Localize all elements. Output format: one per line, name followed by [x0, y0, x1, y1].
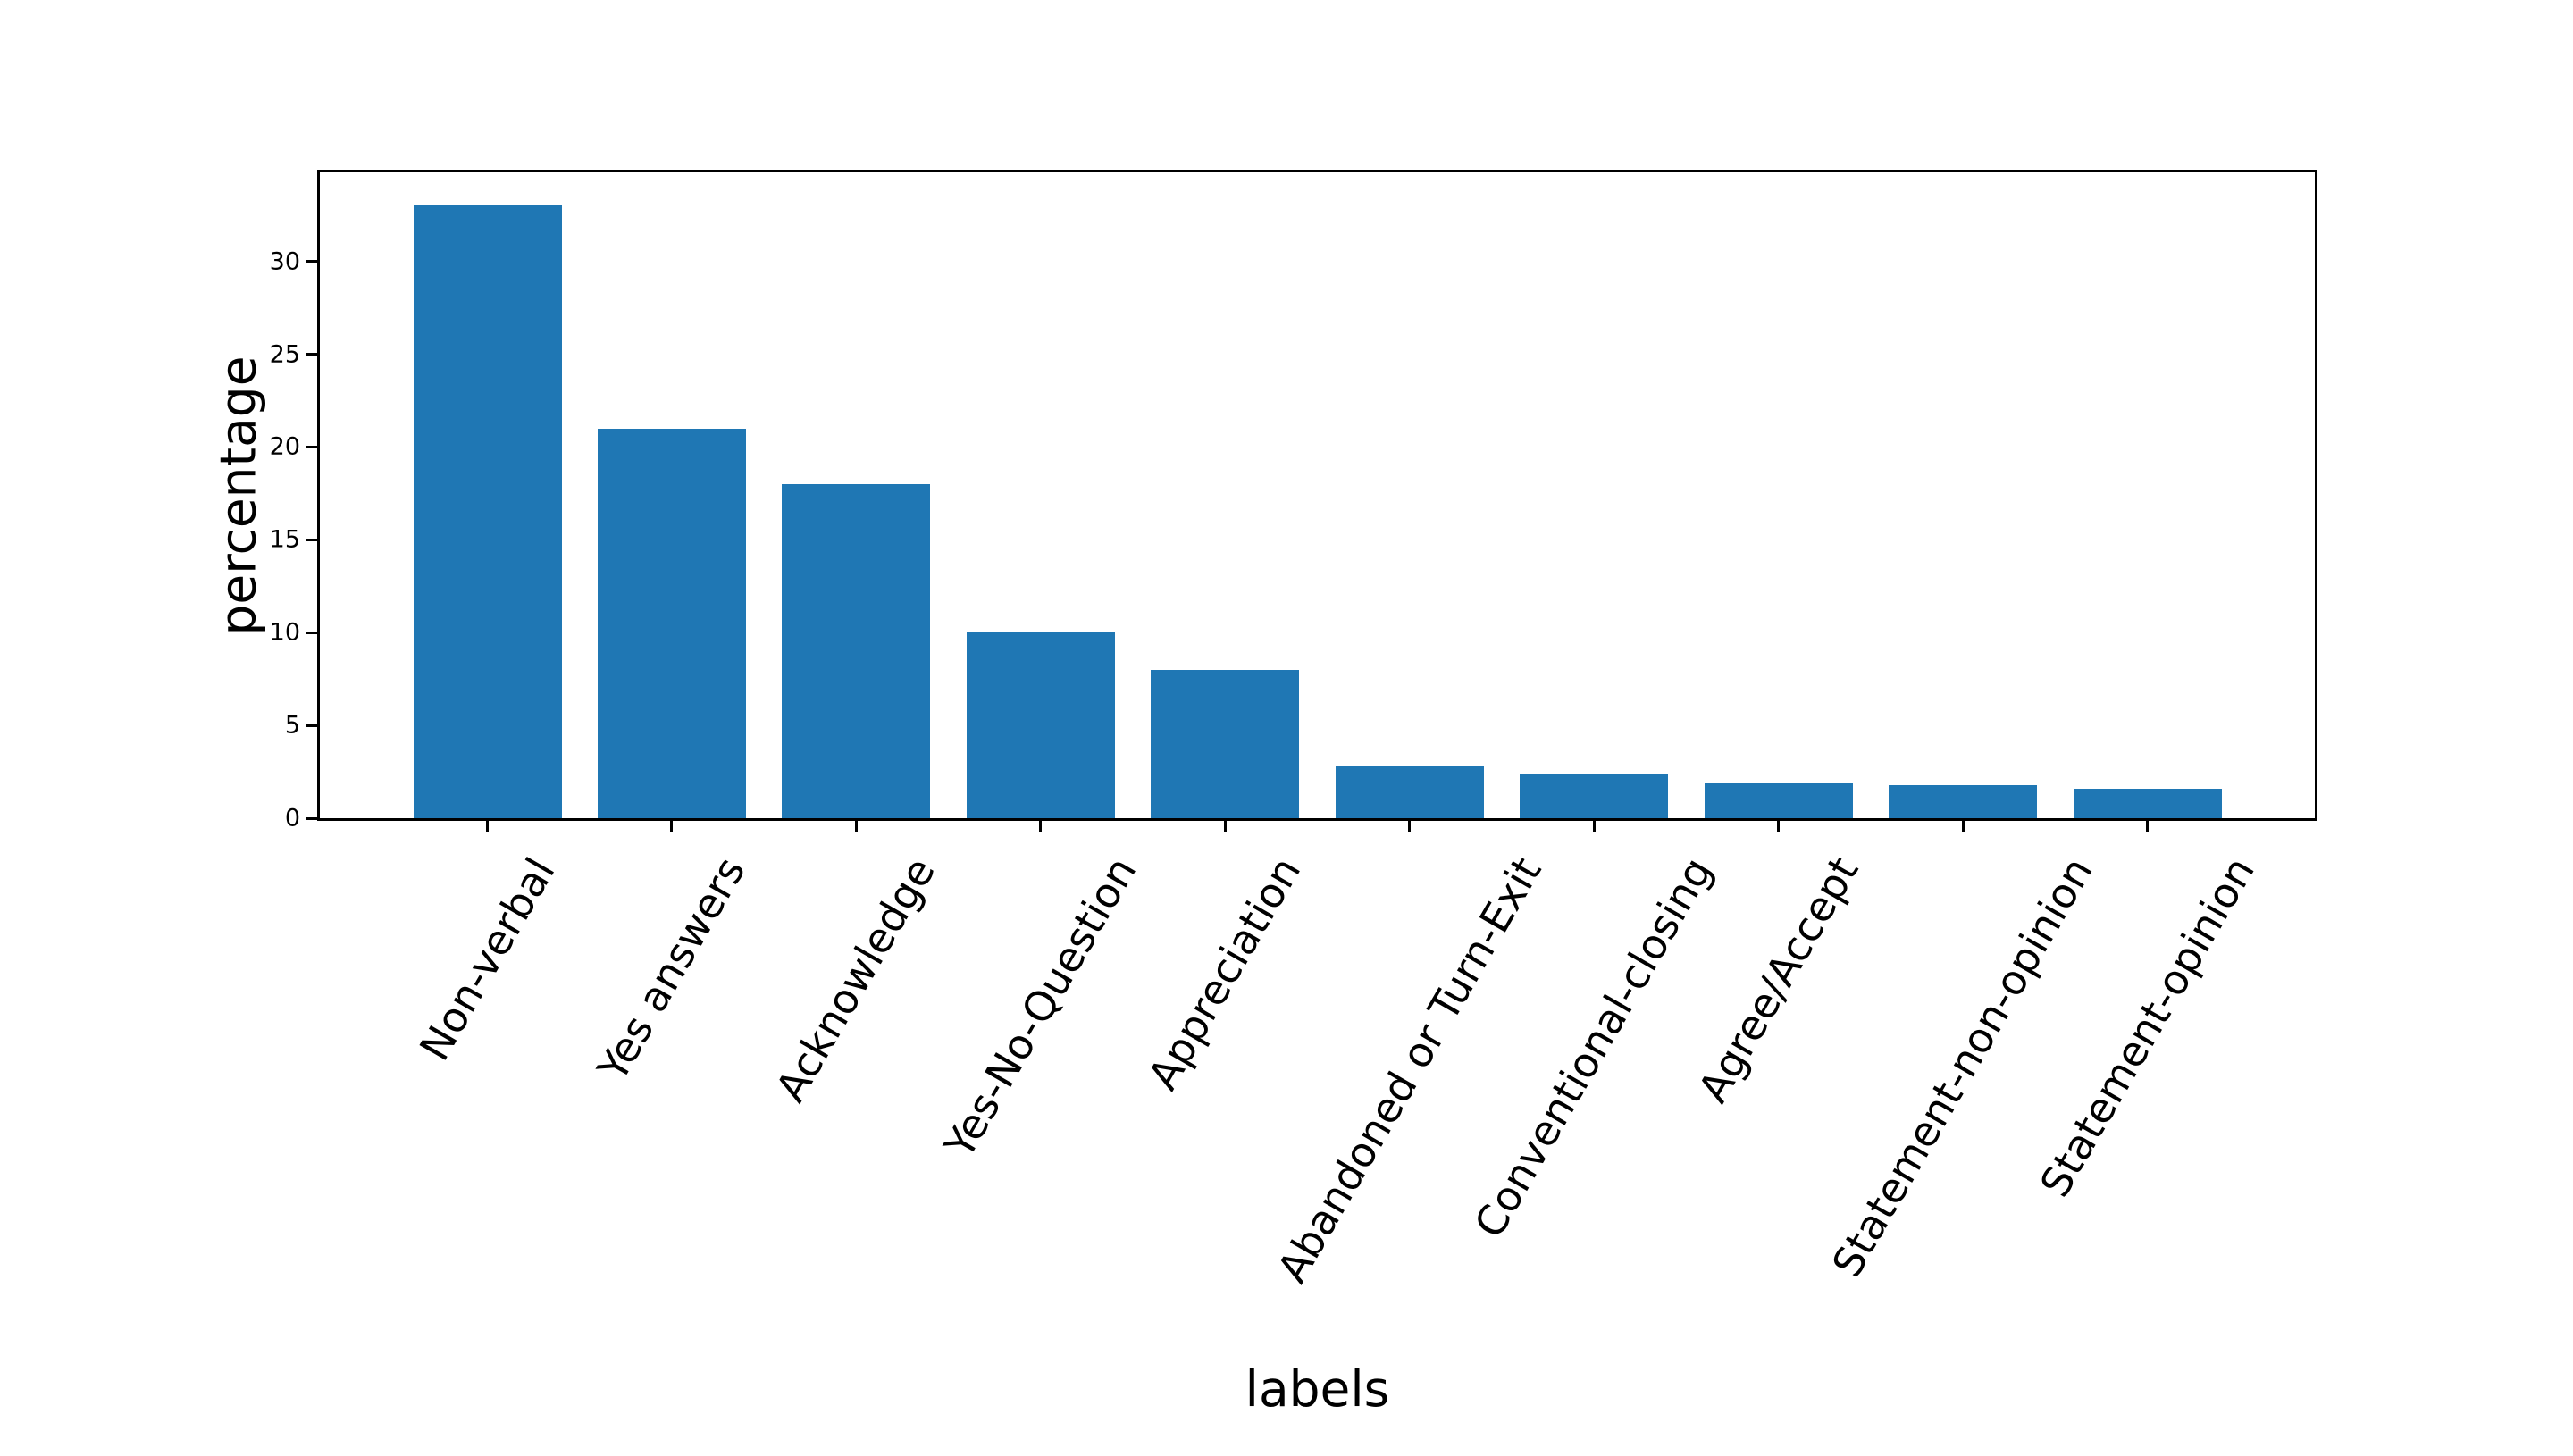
- x-axis-tick: [1592, 821, 1596, 832]
- bar: [782, 484, 931, 818]
- x-axis-tick-label: Non-verbal: [409, 849, 565, 1068]
- x-axis-tick: [486, 821, 489, 832]
- x-axis-tick-label: Acknowledge: [767, 849, 945, 1109]
- y-axis-tick: [306, 631, 317, 634]
- y-axis-tick-label: 30: [269, 247, 300, 276]
- bar: [1151, 669, 1300, 818]
- bar: [1520, 774, 1669, 818]
- y-axis-tick-label: 20: [269, 432, 300, 461]
- y-axis-tick-label: 25: [269, 340, 300, 369]
- y-axis-tick: [306, 724, 317, 727]
- x-axis-tick: [1408, 821, 1412, 832]
- y-axis-tick-label: 0: [284, 804, 300, 833]
- y-axis-label: percentage: [209, 355, 267, 636]
- y-axis-tick: [306, 353, 317, 356]
- y-axis-tick-label: 15: [269, 525, 300, 554]
- x-axis-tick: [1039, 821, 1043, 832]
- x-axis-tick-label: Yes-No-Question: [934, 849, 1146, 1167]
- y-axis-tick-label: 5: [284, 711, 300, 740]
- x-axis-tick: [854, 821, 858, 832]
- bar: [1704, 782, 1853, 818]
- bar: [2073, 788, 2222, 818]
- x-axis-label: labels: [1245, 1360, 1390, 1418]
- bar: [597, 428, 746, 818]
- x-axis-tick: [670, 821, 674, 832]
- x-axis-tick: [1223, 821, 1227, 832]
- x-axis-tick: [1777, 821, 1781, 832]
- y-axis-tick: [306, 445, 317, 448]
- y-axis-tick: [306, 538, 317, 541]
- y-axis-tick: [306, 816, 317, 820]
- bar: [413, 205, 562, 818]
- bar: [1889, 784, 2038, 818]
- x-axis-tick-label: Yes answers: [588, 849, 755, 1090]
- x-axis-tick: [1961, 821, 1965, 832]
- y-axis-tick: [306, 260, 317, 264]
- x-axis-tick-label: Appreciation: [1138, 849, 1311, 1098]
- bar: [1335, 766, 1484, 818]
- x-axis-tick: [2146, 821, 2149, 832]
- bar: [966, 632, 1115, 818]
- y-axis-tick-label: 10: [269, 618, 300, 647]
- x-axis-tick-label: Statement-non-opinion: [1823, 849, 2102, 1285]
